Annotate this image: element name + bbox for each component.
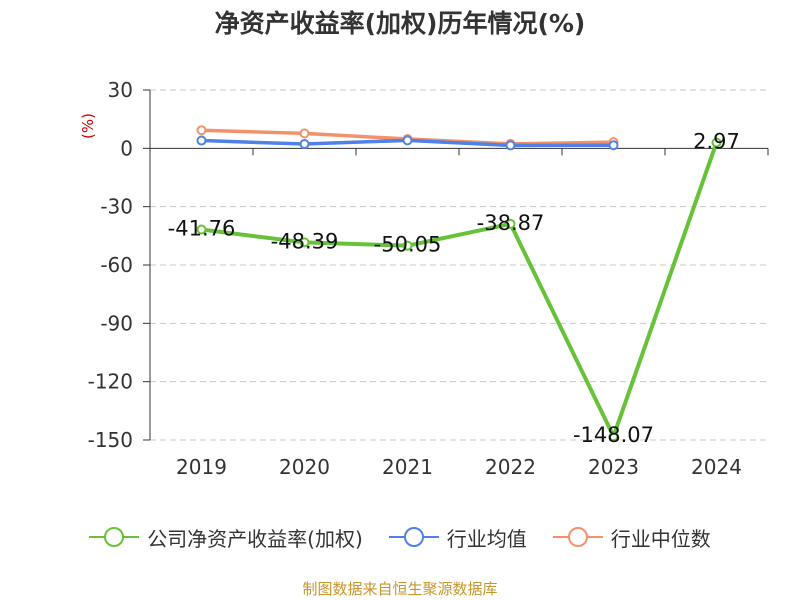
x-tick-label: 2023	[588, 455, 639, 479]
data-point	[402, 240, 413, 251]
x-tick-label: 2022	[485, 455, 536, 479]
data-point	[196, 135, 207, 146]
y-tick-label: 30	[108, 78, 133, 102]
legend-item[interactable]: 公司净资产收益率(加权)	[89, 523, 363, 552]
legend: 公司净资产收益率(加权) 行业均值 行业中位数	[0, 520, 800, 554]
y-tick-label: -120	[88, 370, 133, 394]
data-point	[608, 140, 619, 151]
y-tick-label: -90	[100, 311, 133, 335]
data-point	[505, 140, 516, 151]
chart-title: 净资产收益率(加权)历年情况(%)	[214, 9, 586, 38]
y-tick-label: -60	[100, 253, 133, 277]
y-tick-label: 0	[120, 136, 133, 160]
data-label: -148.07	[573, 423, 654, 447]
legend-item[interactable]: 行业均值	[388, 523, 527, 552]
data-label: -48.39	[271, 229, 339, 253]
x-tick-label: 2019	[176, 455, 227, 479]
data-point	[505, 218, 516, 229]
legend-label: 行业中位数	[610, 526, 711, 551]
legend-label: 公司净资产收益率(加权)	[147, 526, 363, 551]
data-point	[196, 224, 207, 235]
legend-circle	[567, 527, 588, 547]
x-tick-label: 2021	[382, 455, 433, 479]
data-point	[299, 237, 310, 248]
data-point	[196, 125, 207, 136]
y-axis-label: (%)	[79, 113, 97, 139]
legend-marker-icon	[89, 527, 140, 547]
data-label: 2.97	[693, 130, 740, 154]
data-point	[402, 135, 413, 146]
legend-circle	[403, 527, 424, 547]
data-point	[608, 431, 619, 442]
x-tick-label: 2020	[279, 455, 330, 479]
x-tick-label: 2024	[691, 455, 742, 479]
series-line	[201, 141, 719, 439]
data-point	[299, 128, 310, 139]
data-source-note: 制图数据来自恒生聚源数据库	[302, 580, 498, 598]
y-tick-label: -30	[100, 195, 133, 219]
data-label: -50.05	[374, 233, 442, 257]
legend-item[interactable]: 行业中位数	[552, 523, 711, 552]
data-label: -38.87	[477, 211, 545, 235]
legend-circle	[104, 527, 125, 547]
legend-marker-icon	[552, 527, 603, 547]
data-point	[299, 139, 310, 150]
legend-label: 行业均值	[446, 526, 527, 551]
legend-marker-icon	[388, 527, 439, 547]
y-tick-label: -150	[88, 428, 133, 452]
data-label: -41.76	[168, 217, 236, 241]
data-point	[711, 137, 722, 148]
